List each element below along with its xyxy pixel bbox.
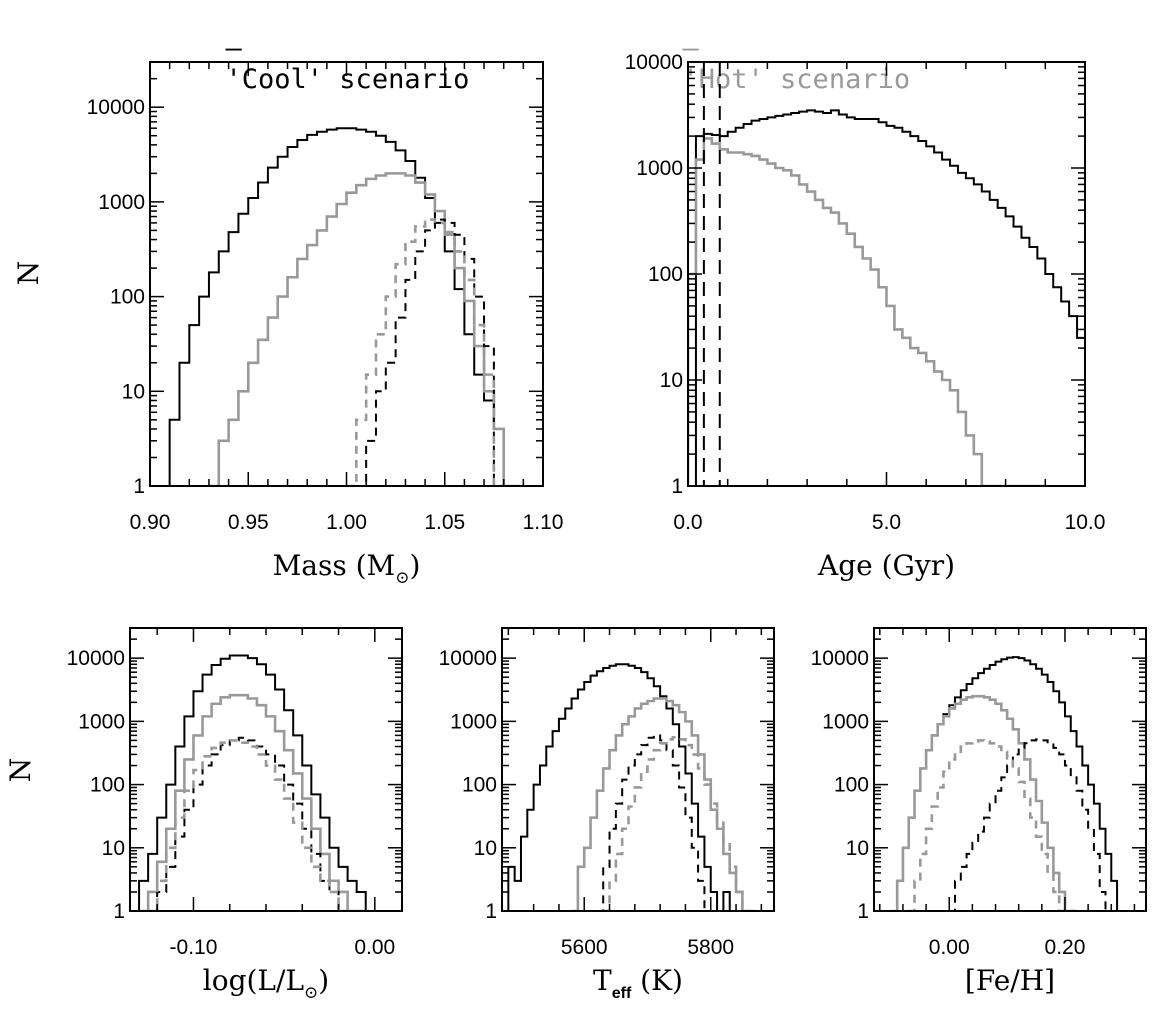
panel-mass: 1 10 100 1000 10000 0.90 0.95 1.00 1.05 1.10 Mass …: [12, 61, 564, 588]
histogram-series-1: [139, 693, 366, 911]
x-axis-label: [Fe/H]: [965, 964, 1055, 997]
x-tick-label: 5.0: [872, 511, 901, 534]
x-axis-label: Mass (M⊙): [273, 549, 421, 588]
series-group: [159, 127, 524, 486]
x-tick-label: 1.10: [523, 511, 564, 534]
legend-cool-label: 'Cool' scenario: [225, 64, 470, 95]
y-tick-label: 10: [474, 837, 497, 860]
y-tick-label: 10000: [67, 647, 125, 670]
y-tick-label: 1000: [450, 710, 497, 733]
panel-feh: 1 10 100 1000 10000 0.00 0.20 [Fe/H]: [811, 627, 1147, 997]
y-tick-label: 1000: [636, 157, 683, 180]
y-tick-label: 10000: [87, 96, 145, 119]
x-axis-label: log(L/L⊙): [203, 964, 329, 1003]
y-tick-label: 1000: [822, 710, 869, 733]
y-tick-label: 1: [857, 900, 869, 923]
y-tick-label: 100: [110, 286, 145, 309]
histogram-series-1: [571, 697, 756, 911]
y-tick-label: 1: [113, 900, 125, 923]
histogram-series-0: [688, 109, 1085, 486]
y-tick-label: 10: [846, 837, 869, 860]
x-tick-label: 1.05: [424, 511, 465, 534]
histogram-series-3: [346, 218, 504, 486]
histogram-series-0: [507, 663, 749, 911]
histogram-series-2: [156, 736, 348, 911]
x-tick-label: 0.95: [228, 511, 269, 534]
y-tick-label: 100: [462, 774, 497, 797]
plot-frame: [501, 627, 775, 912]
legend-cool-marker: –: [225, 33, 242, 64]
x-tick-label: 0.90: [130, 511, 171, 534]
y-tick-label: 10: [660, 369, 683, 392]
y-tick-label: 100: [90, 774, 125, 797]
x-axis-label: Age (Gyr): [817, 549, 955, 582]
panel-lum: 1 10 100 1000 10000 -0.10 0.00 log(L/L⊙) N: [4, 627, 403, 1003]
y-tick-label: 10000: [625, 51, 683, 74]
x-tick-label: 0.00: [929, 936, 970, 959]
x-tick-label: 5600: [561, 936, 608, 959]
y-tick-label: 1000: [78, 710, 125, 733]
y-tick-label: 1: [485, 900, 497, 923]
series-group: [507, 663, 756, 911]
y-tick-label: 10: [102, 837, 125, 860]
x-axis-label: Teff (K): [593, 964, 683, 1002]
histogram-series-0: [159, 127, 524, 486]
histogram-series-2: [949, 738, 1107, 911]
x-tick-label: 0.20: [1045, 936, 1086, 959]
y-axis-label: N: [4, 758, 37, 783]
legend-hot: – 'Hot' scenario: [650, 2, 911, 95]
legend-hot-label: 'Hot' scenario: [682, 64, 911, 95]
y-tick-label: 10000: [811, 647, 869, 670]
y-tick-label: 10: [122, 380, 145, 403]
y-tick-label: 1000: [98, 191, 145, 214]
histogram-series-2: [596, 734, 711, 911]
histogram-series-0: [891, 656, 1129, 911]
histogram-series-1: [891, 694, 1077, 911]
y-tick-label: 1: [671, 475, 683, 498]
x-tick-label: 0.00: [354, 936, 395, 959]
x-tick-label: 1.00: [326, 511, 367, 534]
y-tick-label: 1: [133, 475, 145, 498]
legend-cool: – 'Cool' scenario: [193, 2, 470, 95]
histogram-series-3: [908, 739, 1077, 911]
histogram-series-1: [208, 172, 524, 486]
legend-hot-marker: –: [682, 33, 699, 64]
x-tick-label: -0.10: [170, 936, 218, 959]
histogram-series-3: [603, 735, 749, 911]
y-tick-label: 10000: [439, 647, 497, 670]
y-axis-label: N: [12, 261, 45, 286]
series-group: [130, 654, 384, 911]
y-tick-label: 100: [834, 774, 869, 797]
histogram-series-3: [148, 739, 348, 911]
series-group: [688, 109, 1085, 486]
y-tick-label: 100: [648, 263, 683, 286]
x-tick-label: 0.0: [673, 511, 702, 534]
histogram-series-0: [130, 654, 384, 911]
x-tick-label: 10.0: [1065, 511, 1106, 534]
plot-frame: [873, 627, 1147, 912]
histogram-series-2: [356, 218, 504, 486]
x-tick-label: 5800: [687, 936, 734, 959]
series-group: [891, 656, 1129, 911]
histogram-series-1: [688, 137, 1046, 486]
panel-age: 1 10 100 1000 10000 0.0 5.0 10.0 Age (Gyr): [625, 51, 1106, 582]
